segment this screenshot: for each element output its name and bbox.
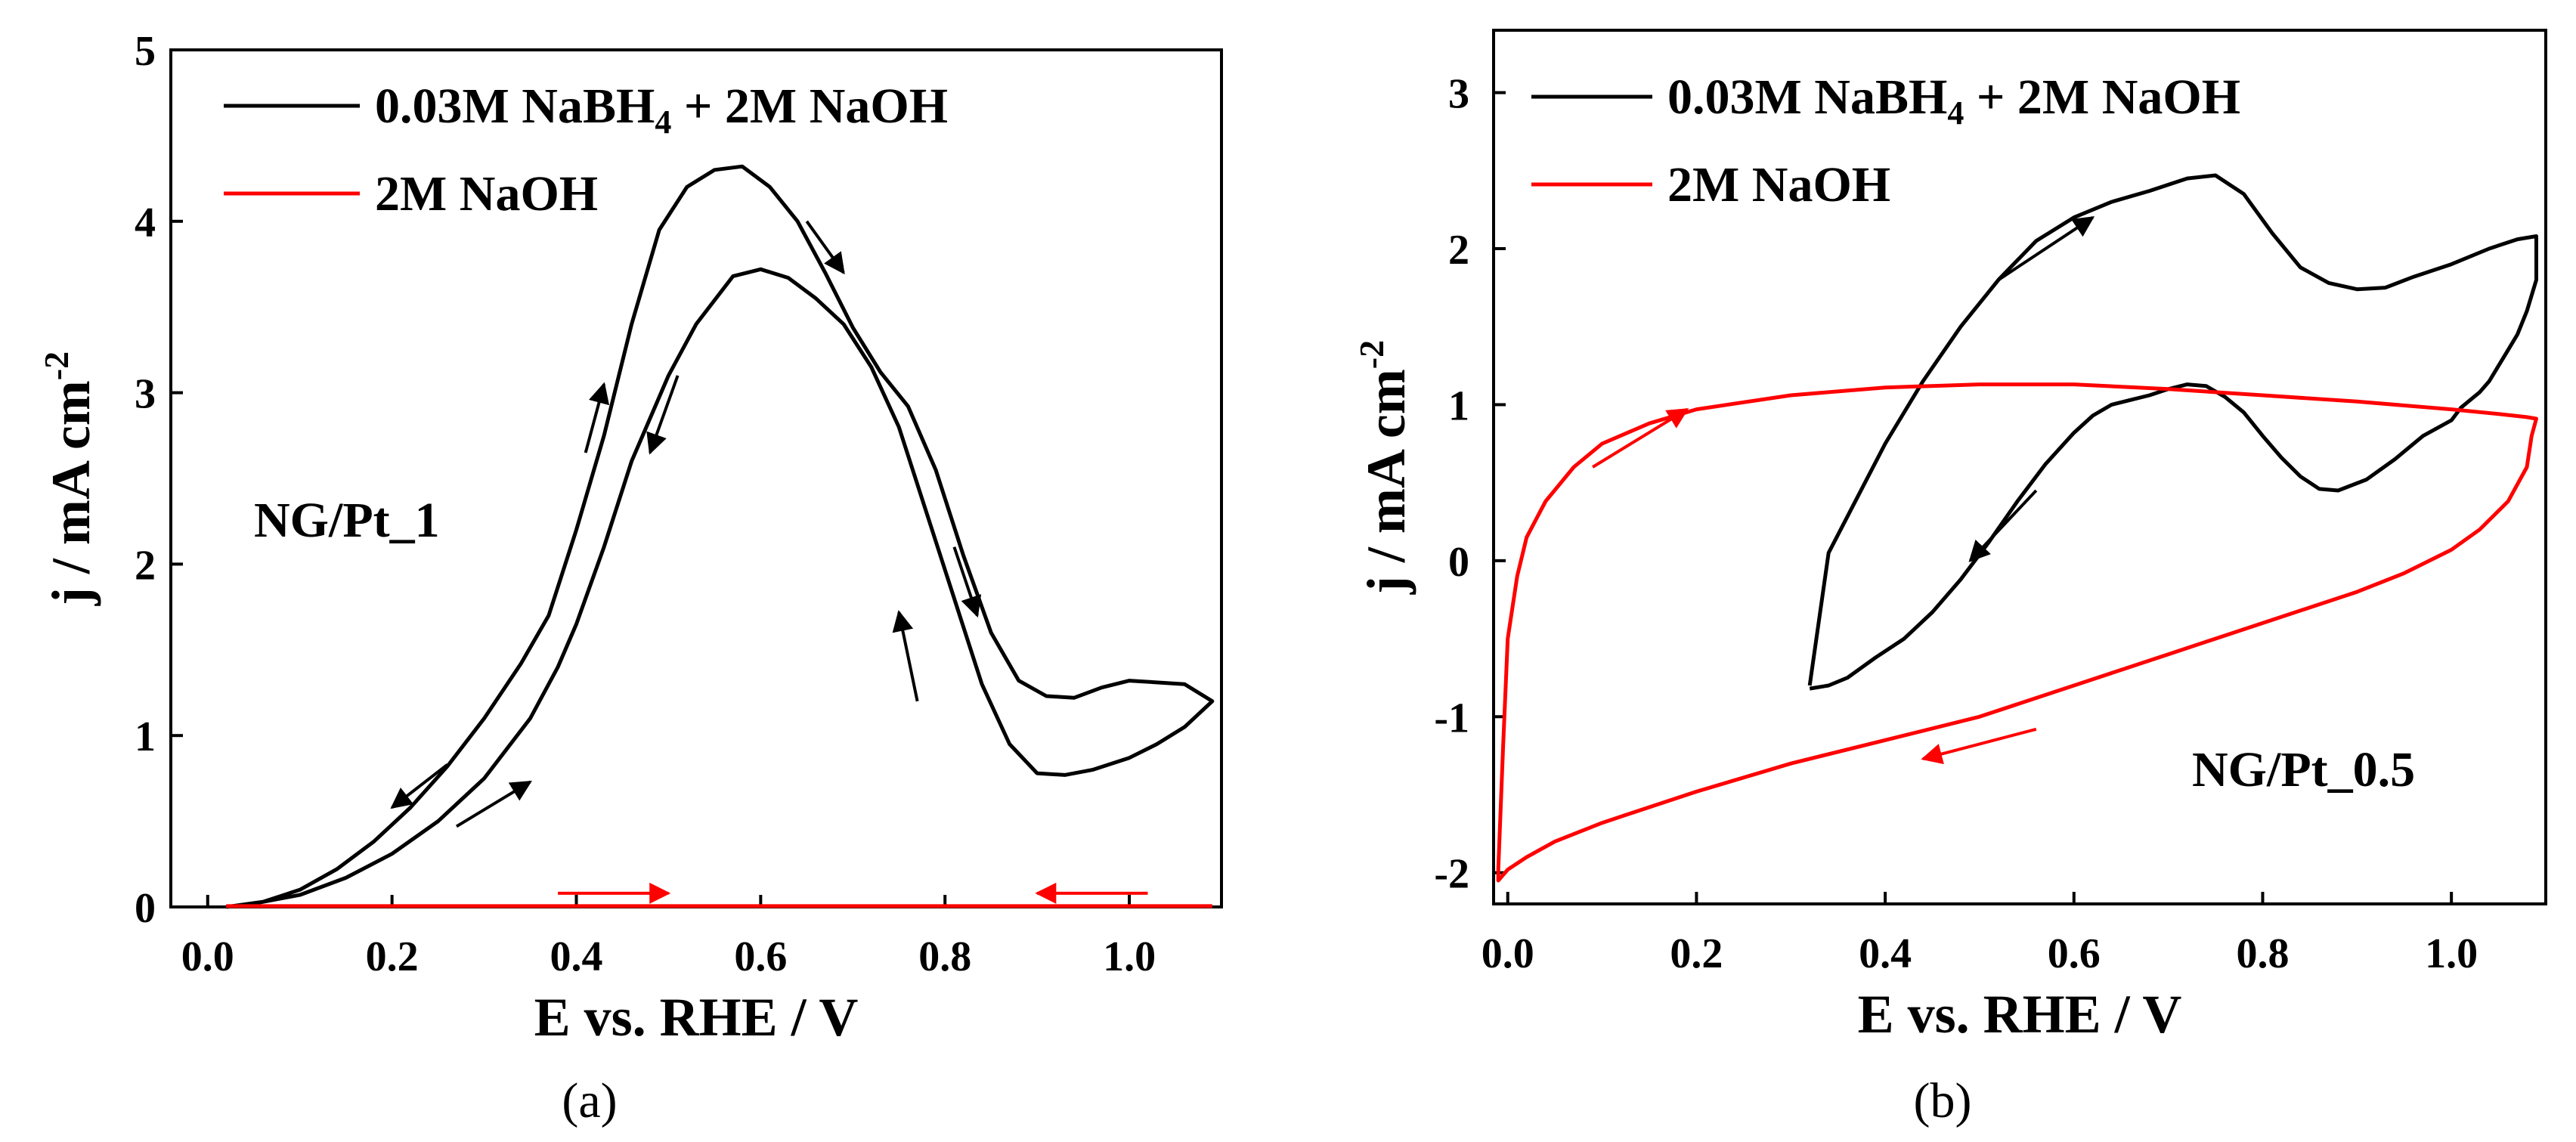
y-tick-label: 5 — [135, 28, 156, 75]
plot-frame — [1492, 29, 2547, 905]
series-group — [225, 164, 1215, 909]
y-tick-label: 0 — [135, 885, 156, 932]
scan-arrow — [892, 610, 919, 702]
scan-arrow — [455, 780, 532, 828]
y-tick-label: 4 — [135, 200, 156, 246]
y-axis-label-sup: -2 — [37, 351, 76, 380]
x-tick-label: 0.6 — [734, 933, 787, 980]
x-tick-label: 0.8 — [918, 933, 971, 980]
y-tick-label: 2 — [1448, 227, 1469, 274]
x-axis-label: E vs. RHE / V — [534, 987, 859, 1048]
series-group — [1496, 173, 2538, 883]
series-line-borohydride — [1807, 173, 2538, 691]
y-axis-label-sup: -2 — [1352, 340, 1391, 369]
x-tick-label: 0.0 — [1482, 930, 1534, 977]
y-axis-label-main: j / mA cm — [41, 380, 101, 606]
scan-arrow — [584, 382, 610, 453]
y-axis-label: j / mA cm-2 — [1352, 340, 1416, 595]
y-tick-label: 3 — [135, 371, 156, 418]
x-tick-label: 0.6 — [2048, 930, 2101, 977]
chart-panel-b: 0.0 0.2 0.4 0.6 0.8 1.0 -2 -1 0 1 2 3 E … — [1352, 29, 2547, 1128]
tick-marks — [171, 48, 1132, 908]
x-axis-label: E vs. RHE / V — [1858, 984, 2182, 1045]
legend-label-naoh: 2M NaOH — [375, 166, 598, 221]
legend-label-naoh: 2M NaOH — [1667, 157, 1890, 212]
x-tick-label: 0.0 — [181, 933, 234, 980]
y-tick-label: -2 — [1434, 851, 1469, 898]
scan-arrow — [646, 375, 680, 455]
scan-arrow — [1592, 407, 1689, 469]
scan-direction-arrows — [390, 220, 1148, 904]
scan-direction-arrows — [1592, 216, 2095, 765]
legend-label-main: 0.03M NaBH — [375, 79, 655, 134]
legend-label-borohydride: 0.03M NaBH4 + 2M NaOH — [1667, 70, 2240, 132]
legend-label-subscript: 4 — [1947, 94, 1964, 132]
series-line-naoh — [1496, 382, 2538, 883]
y-axis-label: j / mA cm-2 — [37, 351, 101, 606]
legend-label-tail: + 2M NaOH — [671, 79, 948, 134]
y-axis-label-main: j / mA cm — [1356, 369, 1416, 595]
legend: 0.03M NaBH4 + 2M NaOH 2M NaOH — [1531, 70, 2240, 212]
x-tick-labels: 0.0 0.2 0.4 0.6 0.8 1.0 — [1482, 930, 2478, 977]
y-tick-label: 2 — [135, 542, 156, 589]
scan-arrow — [390, 763, 449, 809]
legend: 0.03M NaBH4 + 2M NaOH 2M NaOH — [224, 79, 948, 221]
x-tick-labels: 0.0 0.2 0.4 0.6 0.8 1.0 — [181, 933, 1156, 980]
plot-frame — [169, 48, 1223, 908]
scan-arrow — [952, 546, 982, 618]
x-tick-label: 1.0 — [2425, 930, 2478, 977]
x-tick-label: 0.2 — [366, 933, 419, 980]
scan-arrow — [1921, 727, 2037, 765]
x-tick-label: 0.2 — [1670, 930, 1723, 977]
x-tick-label: 0.4 — [550, 933, 602, 980]
legend-label-subscript: 4 — [655, 104, 671, 141]
panel-caption: (a) — [562, 1073, 617, 1128]
y-tick-label: 3 — [1448, 71, 1469, 118]
legend-label-tail: + 2M NaOH — [1964, 70, 2240, 125]
series-line-borohydride — [225, 164, 1215, 909]
x-tick-label: 0.4 — [1859, 930, 1912, 977]
y-tick-label: 1 — [135, 713, 156, 760]
scan-arrow — [1997, 216, 2095, 281]
legend-label-borohydride: 0.03M NaBH4 + 2M NaOH — [375, 79, 948, 141]
scan-arrow — [1968, 489, 2038, 562]
legend-label-main: 0.03M NaBH — [1667, 70, 1947, 125]
panel-caption: (b) — [1914, 1073, 1972, 1128]
x-tick-label: 1.0 — [1103, 933, 1156, 980]
sample-annotation: NG/Pt_1 — [254, 493, 440, 548]
chart-panel-a: 0.0 0.2 0.4 0.6 0.8 1.0 0 1 2 3 4 5 E vs… — [37, 28, 1223, 1128]
y-tick-labels: 0 1 2 3 4 5 — [135, 28, 156, 932]
sample-annotation: NG/Pt_0.5 — [2192, 742, 2415, 797]
y-tick-label: 1 — [1448, 382, 1469, 429]
y-tick-label: -1 — [1434, 695, 1469, 741]
y-tick-labels: -2 -1 0 1 2 3 — [1434, 71, 1469, 898]
x-tick-label: 0.8 — [2236, 930, 2289, 977]
y-tick-label: 0 — [1448, 539, 1469, 586]
scan-arrow — [805, 220, 845, 275]
